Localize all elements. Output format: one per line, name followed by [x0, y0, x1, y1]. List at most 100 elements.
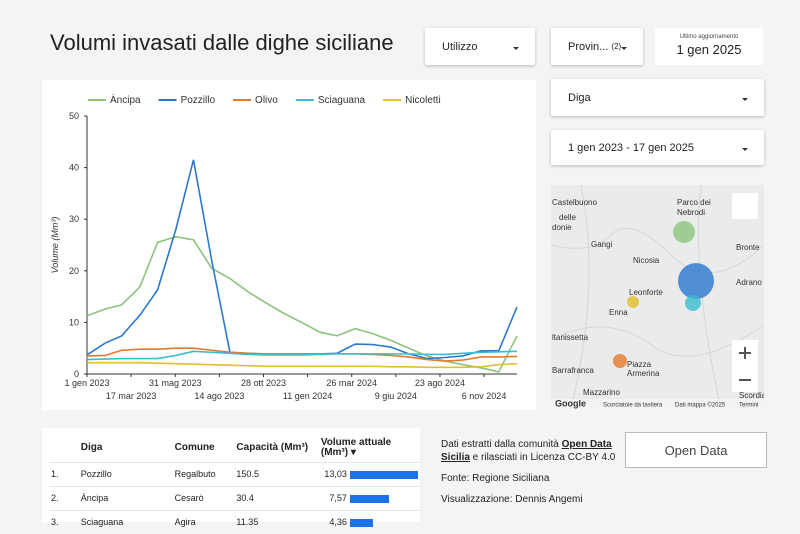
column-header[interactable]: Diga [80, 442, 103, 454]
y-axis-label: Volume (Mm³) [50, 217, 60, 274]
map-label: Scordia [739, 391, 764, 400]
table-cell: 13,03 [320, 462, 420, 486]
map-label: Nebrodi [677, 208, 705, 217]
info-text: e rilasciati in Licenza CC-BY 4.0 [469, 452, 616, 463]
table-cell: 30.4 [236, 493, 254, 503]
map-footer: Dati mappa ©2025 [675, 402, 726, 409]
x-tick-label: 14 ago 2023 [194, 391, 244, 401]
map-label: Enna [609, 308, 628, 317]
table-cell: Pozzillo [80, 469, 112, 479]
filter-provincia[interactable]: Provin... (2) [551, 28, 643, 65]
table-card: Diga Comune Capacità (Mm³) Volume attual… [42, 428, 420, 527]
map-bubble[interactable] [613, 354, 627, 368]
map: Castelbuono Parco dei Nebrodi delle doni… [551, 185, 764, 409]
table-header: Diga Comune Capacità (Mm³) Volume attual… [50, 434, 420, 462]
x-tick-label: 6 nov 2024 [462, 391, 507, 401]
table-cell: Àncipa [80, 493, 109, 503]
filter-label: 1 gen 2023 - 17 gen 2025 [568, 141, 695, 154]
info-fonte: Fonte: Regione Siciliana [441, 473, 550, 484]
volume-label: 7,57 [329, 493, 347, 503]
info-link[interactable]: Open Data Sicilia [441, 439, 612, 463]
map-label: Barrafranca [552, 366, 594, 375]
map-label: donie [552, 223, 572, 232]
info-viz: Visualizzazione: Dennis Angemi [441, 494, 583, 505]
map-roads [551, 185, 764, 409]
y-tick-label: 20 [69, 266, 79, 276]
volume-bar [349, 518, 373, 527]
map-bubble[interactable] [685, 295, 701, 311]
table-cell: 1. [51, 469, 59, 479]
column-header[interactable]: Comune [174, 442, 215, 454]
title: Volumi invasati dalle dighe siciliane [50, 30, 394, 55]
y-tick-label: 10 [69, 317, 79, 327]
map-label: ltanissetta [552, 333, 589, 342]
map-footer: Termini [739, 403, 758, 409]
y-tick-label: 0 [74, 369, 79, 379]
map-label: Armerina [627, 369, 660, 378]
line [87, 361, 518, 369]
table-cell: 7,57 [320, 486, 420, 510]
y-tick-label: 50 [69, 111, 79, 121]
y-tick-label: 30 [69, 214, 79, 224]
x-tick-label: 1 gen 2023 [64, 378, 109, 388]
map-label: Adrano [736, 278, 762, 287]
map-bubble[interactable] [673, 221, 695, 243]
table: Diga Comune Capacità (Mm³) Volume attual… [50, 434, 420, 534]
x-tick-label: 28 ott 2023 [241, 378, 286, 388]
legend-label: Nicoletti [405, 95, 441, 106]
filter-count: (2) [611, 42, 622, 51]
column-header-text: Volume attuale (Mm³) [320, 436, 392, 458]
table-cell: 2. [51, 493, 59, 503]
update-box: Ultimo aggiornamento 1 gen 2025 [655, 28, 763, 65]
map-label: Piazza [627, 360, 652, 369]
table-row: 1. Pozzillo Regalbuto 150.5 13,03 [50, 462, 420, 486]
filter-label: Provin... [568, 40, 609, 53]
legend-label: Pozzillo [181, 95, 216, 106]
filter-period[interactable]: 1 gen 2023 - 17 gen 2025 [551, 130, 764, 165]
x-tick-label: 17 mar 2023 [106, 391, 157, 401]
x-tick-label: 31 mag 2023 [149, 378, 202, 388]
volume-label: 13,03 [324, 469, 347, 479]
map-footer-bg [551, 399, 764, 409]
table-cell: Regalbuto [174, 469, 216, 479]
info-source: Dati estratti dalla comunità Open Data S… [441, 438, 621, 464]
map-label: Castelbuono [552, 198, 597, 207]
column-header[interactable]: Volume attuale (Mm³) ▾ [320, 436, 392, 458]
line [86, 347, 518, 362]
info-text: Dati estratti dalla comunità [441, 439, 562, 450]
filter-label: Utilizzo [442, 40, 478, 53]
x-tick-label: 23 ago 2024 [415, 378, 465, 388]
map-bubble[interactable] [627, 296, 639, 308]
map-label: Leonforte [629, 288, 663, 297]
update-value: 1 gen 2025 [676, 42, 742, 57]
open-data-button[interactable]: Open Data [625, 432, 767, 468]
x-tick-label: 9 giu 2024 [375, 391, 417, 401]
volume-bar [349, 494, 390, 503]
filter-utilizzo[interactable]: Utilizzo [425, 28, 535, 65]
map-label: Nicosia [633, 256, 660, 265]
filter-label: Diga [568, 91, 591, 104]
legend-label: Sciaguana [318, 95, 366, 106]
legend-label: Olivo [255, 95, 278, 106]
y-tick-label: 40 [69, 163, 79, 173]
x-tick-label: 26 mar 2024 [326, 378, 377, 388]
table-row: 2. Àncipa Cesarò 30.4 7,57 [50, 486, 420, 510]
zoom-icons [739, 347, 751, 381]
column-header[interactable]: Capacità (Mm³) [236, 442, 309, 454]
page: Volumi invasati dalle dighe siciliane Ut… [42, 28, 767, 527]
x-tick-label: 11 gen 2024 [283, 391, 332, 401]
map-bubble[interactable] [678, 263, 714, 299]
map-label: delle [559, 213, 576, 222]
table-cell: 150.5 [236, 469, 259, 479]
table-cell: Cesarò [174, 493, 204, 503]
map-label: Mazzarino [583, 388, 620, 397]
line [86, 350, 518, 361]
update-label: Ultimo aggiornamento [679, 34, 739, 40]
map-label: Bronte [736, 243, 760, 252]
filter-diga[interactable]: Diga [551, 79, 764, 116]
chart: Volume (Mm³) 0 10 20 30 40 50 1 gen 2023 17 mar… [50, 93, 518, 401]
line [86, 235, 518, 373]
map-label: Gangi [591, 240, 613, 249]
volume-label: 4,36 [329, 517, 347, 527]
fullscreen-button[interactable] [732, 193, 758, 219]
